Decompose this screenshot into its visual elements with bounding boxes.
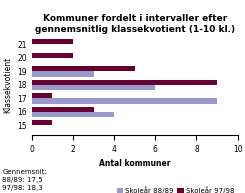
Title: Kommuner fordelt i intervaller efter
gennemsnitlig klassekvotient (1-10 kl.): Kommuner fordelt i intervaller efter gen… [35, 14, 235, 34]
Bar [32, 85, 155, 90]
Bar [32, 71, 94, 77]
Bar [32, 107, 94, 112]
Y-axis label: Klassekvotient: Klassekvotient [3, 57, 12, 113]
Bar [32, 39, 73, 44]
X-axis label: Antal kommuner: Antal kommuner [99, 159, 171, 168]
Bar [32, 66, 135, 71]
Bar [32, 93, 52, 98]
Bar [32, 80, 217, 85]
Text: Gennemsnit:
88/89: 17,5
97/98: 18,3: Gennemsnit: 88/89: 17,5 97/98: 18,3 [2, 169, 47, 191]
Bar [32, 53, 73, 58]
Bar [32, 98, 217, 104]
Bar [32, 120, 52, 125]
Legend: Skoleår 88/89, Skoleår 97/98: Skoleår 88/89, Skoleår 97/98 [117, 186, 234, 193]
Bar [32, 112, 114, 117]
